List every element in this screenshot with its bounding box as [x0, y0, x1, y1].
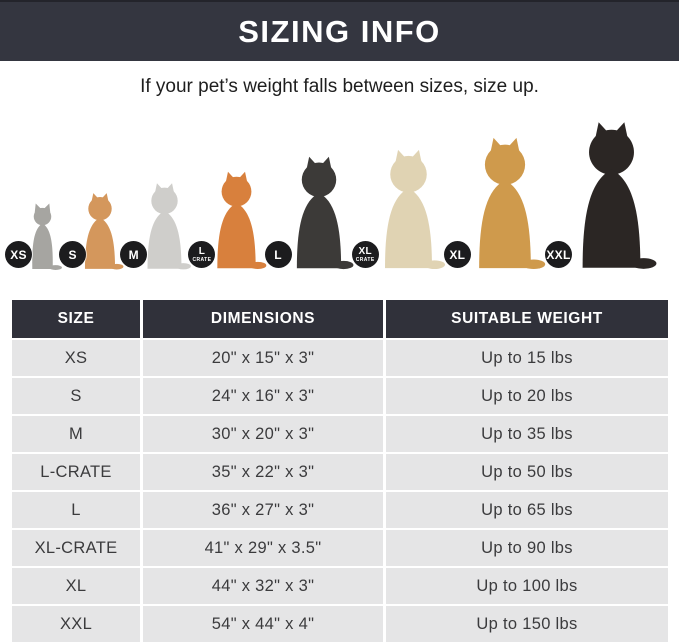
size-table: SIZE DIMENSIONS SUITABLE WEIGHT XS 20" x… — [12, 300, 668, 644]
pet-figure: L CRATE — [188, 170, 272, 270]
size-badge: L — [264, 241, 292, 268]
pet-figure: L — [264, 155, 360, 270]
pet-silhouette-icon — [558, 120, 665, 270]
size-badge-sublabel: CRATE — [355, 256, 375, 263]
size-badge: S — [59, 241, 87, 268]
size-badge-label: M — [128, 247, 139, 262]
size-cell: L-CRATE — [12, 454, 140, 490]
size-badge-label: XS — [10, 247, 27, 262]
size-cell: S — [12, 378, 140, 414]
dimensions-cell: 41" x 29" x 3.5" — [143, 530, 383, 566]
table-row: XL-CRATE 41" x 29" x 3.5" Up to 90 lbs — [12, 530, 668, 566]
weight-cell: Up to 65 lbs — [386, 492, 668, 528]
table-row: M 30" x 20" x 3" Up to 35 lbs — [12, 416, 668, 452]
size-cell: M — [12, 416, 140, 452]
size-cell: XXL — [12, 606, 140, 642]
table-row: S 24" x 16" x 3" Up to 20 lbs — [12, 378, 668, 414]
title-bar: SIZING INFO — [0, 0, 679, 61]
table-body: XS 20" x 15" x 3" Up to 15 lbs S 24" x 1… — [12, 340, 668, 642]
dimensions-cell: 54" x 44" x 4" — [143, 606, 383, 642]
size-badge: XXL — [544, 241, 572, 268]
subtitle: If your pet’s weight falls between sizes… — [140, 76, 539, 97]
table-row: L 36" x 27" x 3" Up to 65 lbs — [12, 492, 668, 528]
size-badge: XL CRATE — [351, 241, 379, 268]
column-header-dimensions: DIMENSIONS — [143, 300, 383, 338]
size-badge: M — [120, 241, 148, 268]
size-cell: XS — [12, 340, 140, 376]
size-cell: XL-CRATE — [12, 530, 140, 566]
column-header-suitable-weight: SUITABLE WEIGHT — [386, 300, 668, 338]
table-row: XXL 54" x 44" x 4" Up to 150 lbs — [12, 606, 668, 642]
table-header-row: SIZE DIMENSIONS SUITABLE WEIGHT — [12, 300, 668, 338]
table-row: L-CRATE 35" x 22" x 3" Up to 50 lbs — [12, 454, 668, 490]
size-badge-label: XXL — [546, 247, 571, 262]
pet-figure: XL — [443, 136, 553, 270]
dimensions-cell: 30" x 20" x 3" — [143, 416, 383, 452]
size-badge-sublabel: CRATE — [192, 256, 212, 263]
size-badge-label: S — [68, 247, 77, 262]
weight-cell: Up to 20 lbs — [386, 378, 668, 414]
column-header-size: SIZE — [12, 300, 140, 338]
weight-cell: Up to 50 lbs — [386, 454, 668, 490]
pet-silhouette-icon — [457, 136, 553, 270]
table-row: XS 20" x 15" x 3" Up to 15 lbs — [12, 340, 668, 376]
weight-cell: Up to 90 lbs — [386, 530, 668, 566]
size-badge: XS — [5, 241, 32, 268]
pet-figure: S — [59, 192, 128, 270]
dimensions-cell: 35" x 22" x 3" — [143, 454, 383, 490]
dimensions-cell: 24" x 16" x 3" — [143, 378, 383, 414]
pet-figure: XL CRATE — [351, 148, 452, 270]
weight-cell: Up to 15 lbs — [386, 340, 668, 376]
size-cell: XL — [12, 568, 140, 604]
pet-figure: XS — [5, 202, 67, 270]
size-badge: XL — [443, 241, 471, 268]
size-badge: L CRATE — [188, 241, 216, 268]
weight-cell: Up to 100 lbs — [386, 568, 668, 604]
weight-cell: Up to 150 lbs — [386, 606, 668, 642]
size-badge-label: L — [198, 245, 206, 257]
size-badge-label: XL — [358, 245, 372, 257]
size-cell: L — [12, 492, 140, 528]
weight-cell: Up to 35 lbs — [386, 416, 668, 452]
pet-figure: M — [120, 182, 196, 270]
table-row: XL 44" x 32" x 3" Up to 100 lbs — [12, 568, 668, 604]
size-badge-label: L — [274, 247, 282, 262]
dimensions-cell: 36" x 27" x 3" — [143, 492, 383, 528]
pets-row: XS S M L CRATE L XL CRATE — [5, 112, 665, 270]
page-title: SIZING INFO — [238, 13, 441, 49]
size-badge-label: XL — [449, 247, 466, 262]
dimensions-cell: 44" x 32" x 3" — [143, 568, 383, 604]
pet-figure: XXL — [544, 120, 665, 270]
dimensions-cell: 20" x 15" x 3" — [143, 340, 383, 376]
